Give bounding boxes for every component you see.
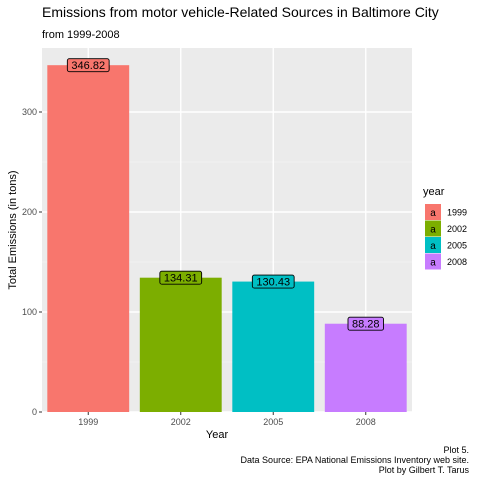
caption: Plot 5. Data Source: EPA National Emissi…: [241, 445, 470, 475]
y-axis: 0 100 200 300: [22, 107, 42, 417]
caption-line-1: Plot 5.: [443, 445, 469, 455]
bar-1999: [47, 65, 130, 413]
legend-label-2002: 2002: [447, 224, 467, 234]
x-tick-label: 1999: [78, 417, 98, 427]
bars: [47, 65, 407, 413]
bar-2002: [139, 277, 222, 412]
legend-key-2005: [425, 237, 441, 253]
value-labels: 346.82 134.31 130.43 88.28: [66, 58, 384, 331]
value-label-box-1999: [66, 58, 110, 73]
caption-line-2: Data Source: EPA National Emissions Inve…: [241, 455, 469, 465]
chart-subtitle: from 1999-2008: [42, 29, 120, 41]
legend: year a 1999 a 2002 a 2005 a 2008: [423, 186, 467, 270]
x-tick-label: 2008: [356, 417, 376, 427]
y-tick-label: 0: [32, 407, 37, 417]
x-axis: 1999 2002 2005 2008: [78, 412, 376, 427]
caption-line-3: Plot by Gilbert T. Tarus: [379, 465, 470, 475]
chart-title: Emissions from motor vehicle-Related Sou…: [42, 4, 439, 20]
legend-key-2002: [425, 220, 441, 237]
value-label-2008: 88.28: [352, 319, 380, 331]
y-tick-label: 100: [22, 307, 37, 317]
legend-label-2005: 2005: [447, 241, 467, 251]
value-label-2002: 134.31: [164, 273, 198, 285]
bar-2005: [232, 281, 315, 412]
value-label-box-2005: [251, 274, 295, 289]
y-axis-label: Total Emissions (in tons): [7, 170, 19, 289]
value-label-1999: 346.82: [71, 60, 105, 72]
legend-key-glyph: a: [430, 225, 436, 236]
value-label-2005: 130.43: [256, 277, 290, 289]
legend-key-2008: [425, 253, 441, 270]
bar-2008: [324, 323, 407, 412]
legend-key-glyph: a: [430, 258, 436, 269]
x-tick-label: 2005: [263, 417, 283, 427]
legend-title: year: [423, 186, 445, 198]
value-label-box-2008: [347, 316, 384, 331]
legend-label-1999: 1999: [447, 208, 467, 218]
value-label-box-2002: [159, 270, 203, 285]
y-tick-label: 300: [22, 107, 37, 117]
x-tick-label: 2002: [171, 417, 191, 427]
y-tick-label: 200: [22, 207, 37, 217]
x-axis-label: Year: [206, 429, 229, 441]
legend-key-glyph: a: [430, 208, 436, 219]
legend-key-glyph: a: [430, 241, 436, 252]
legend-key-1999: [425, 204, 441, 220]
legend-label-2008: 2008: [447, 257, 467, 267]
